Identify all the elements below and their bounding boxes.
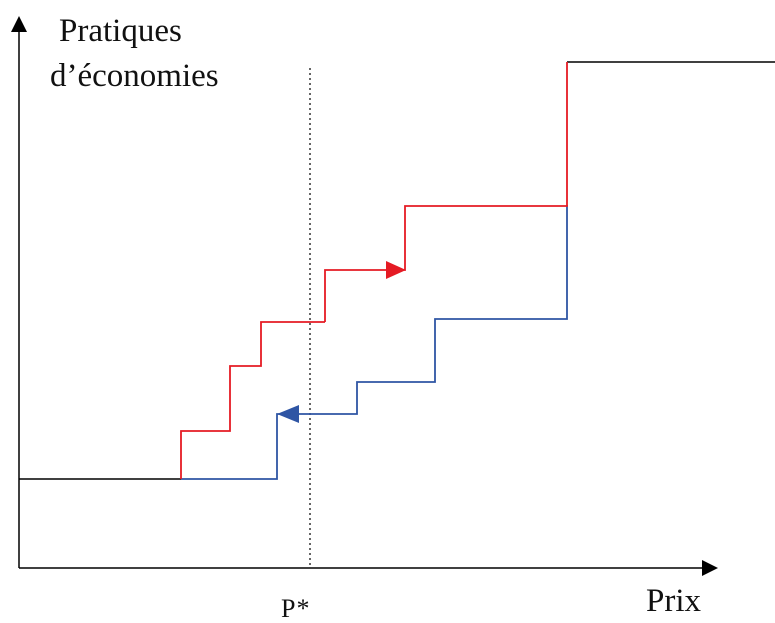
blue-step-path xyxy=(181,205,568,480)
blue-arrowhead xyxy=(277,405,299,423)
red-arrowhead xyxy=(386,261,406,279)
red-step-path-lower xyxy=(180,321,325,479)
reference-price-label: P* xyxy=(281,594,311,623)
y-axis-title-line-2: d’économies xyxy=(50,58,219,94)
red-step-path-upper xyxy=(324,62,568,322)
y-axis-title-line-1: Pratiques xyxy=(59,13,182,49)
x-axis-title: Prix xyxy=(646,583,702,619)
